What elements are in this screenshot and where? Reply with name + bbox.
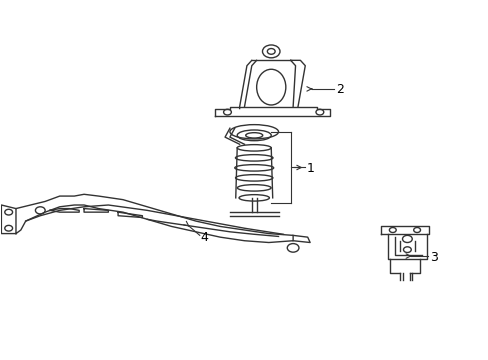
Text: 2: 2 [335, 84, 343, 96]
Text: 4: 4 [201, 231, 208, 244]
Text: 3: 3 [429, 251, 437, 264]
Text: 1: 1 [306, 162, 314, 175]
